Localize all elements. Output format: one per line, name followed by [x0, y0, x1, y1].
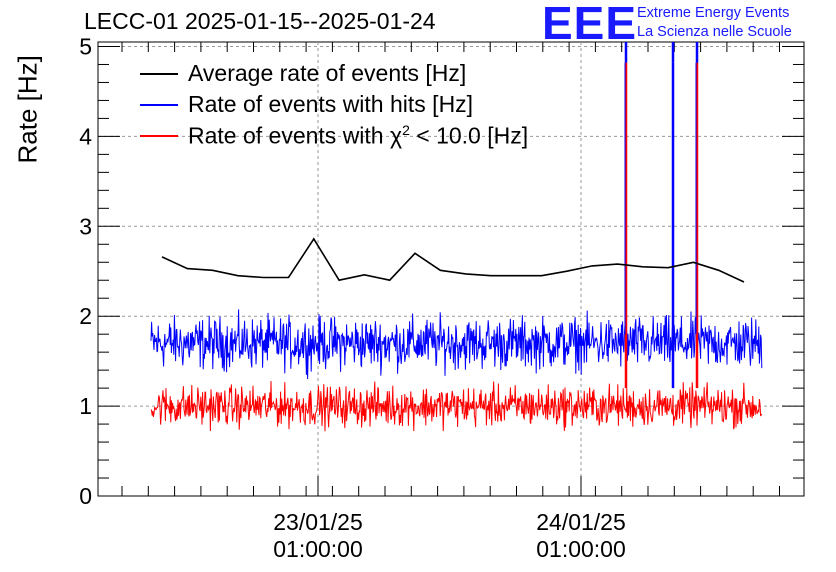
- legend-label-chi2-prefix: Rate of events with χ: [188, 122, 403, 149]
- legend-label-chi2-suffix: < 10.0 [Hz]: [409, 122, 529, 149]
- y-tick-label: 4: [79, 123, 92, 149]
- legend-entry-chi2: Rate of events with χ2 < 10.0 [Hz]: [140, 120, 528, 151]
- y-tick-label: 1: [79, 393, 92, 419]
- series-hits-line: [150, 309, 763, 380]
- x-tick-label-date: 23/01/25: [273, 509, 363, 535]
- chart-title: LECC-01 2025-01-15--2025-01-24: [84, 8, 436, 34]
- x-tick-label-time: 01:00:00: [536, 536, 626, 562]
- logo-caption-line2: La Scienza nelle Scuole: [637, 24, 792, 40]
- y-axis-label: Rate [Hz]: [12, 55, 43, 164]
- legend-label-hits: Rate of events with hits [Hz]: [188, 91, 474, 117]
- y-tick-label: 0: [79, 483, 92, 509]
- y-tick-label: 5: [79, 33, 92, 59]
- series-chi2-line: [150, 380, 763, 432]
- legend-entry-average: Average rate of events [Hz]: [140, 58, 528, 89]
- x-tick-label-time: 01:00:00: [273, 536, 363, 562]
- legend-entry-hits: Rate of events with hits [Hz]: [140, 89, 528, 120]
- legend-label-chi2-sup: 2: [402, 121, 410, 138]
- legend-label-chi2: Rate of events with χ2 < 10.0 [Hz]: [188, 122, 528, 150]
- plot-frame: [97, 41, 805, 497]
- series-average-line: [161, 237, 745, 283]
- legend-swatch-average: [140, 72, 178, 75]
- legend-swatch-hits: [140, 103, 178, 106]
- y-tick-label: 3: [79, 213, 92, 239]
- x-tick-label-date: 24/01/25: [536, 509, 626, 535]
- legend-label-average: Average rate of events [Hz]: [188, 60, 467, 86]
- logo-caption: Extreme Energy Events La Scienza nelle S…: [637, 4, 792, 42]
- legend-swatch-chi2: [140, 134, 178, 137]
- eee-logo: EEE: [542, 0, 638, 49]
- logo-caption-line1: Extreme Energy Events: [637, 5, 790, 21]
- legend: Average rate of events [Hz] Rate of even…: [140, 58, 528, 151]
- y-tick-label: 2: [79, 303, 92, 329]
